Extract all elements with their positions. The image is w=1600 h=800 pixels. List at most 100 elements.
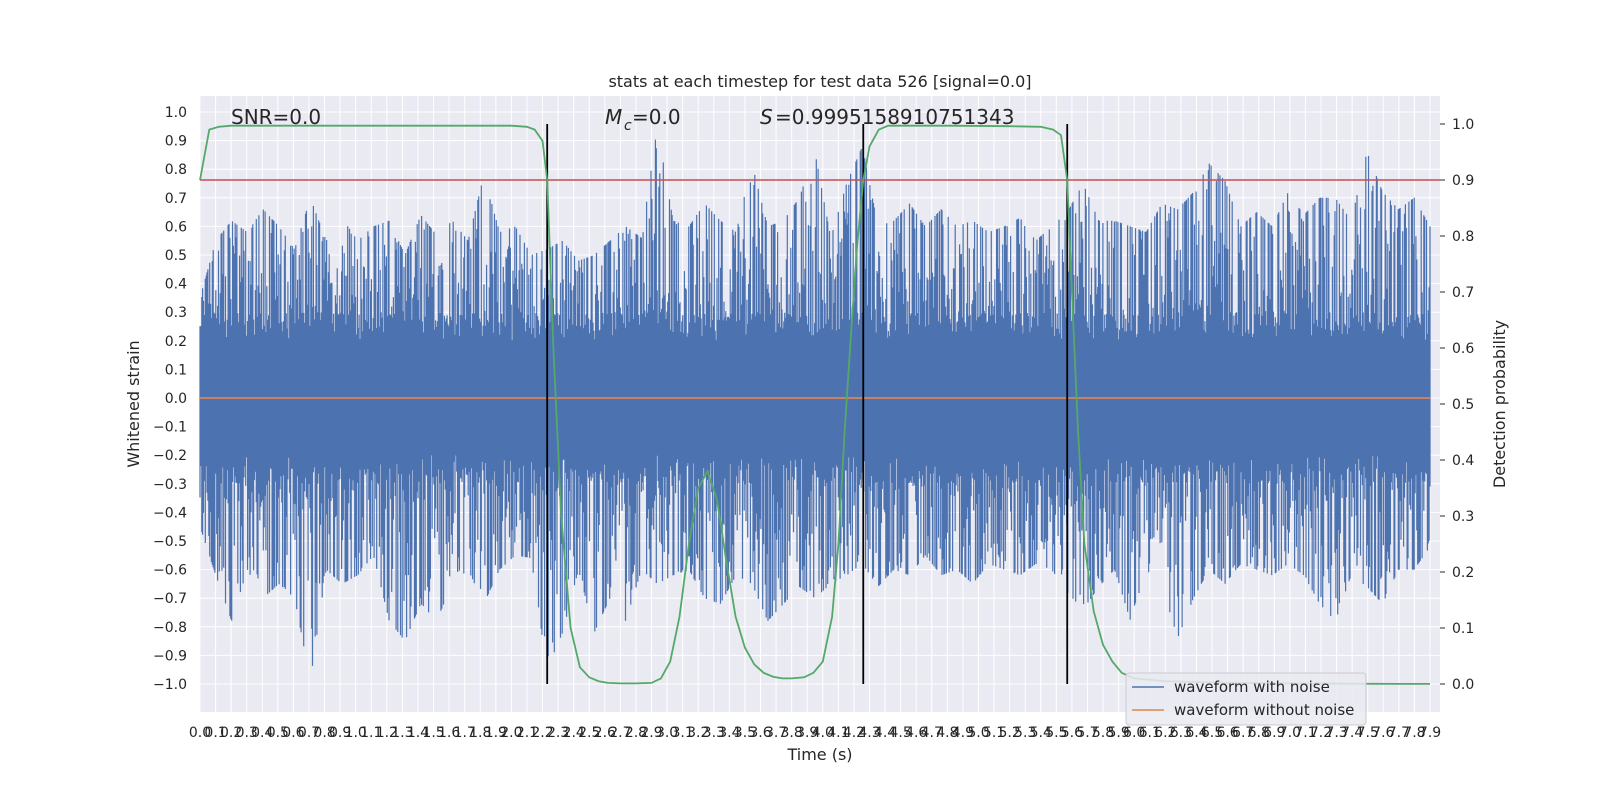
chart-title: stats at each timestep for test data 526… — [608, 72, 1031, 91]
x-tick-label: 6.3 — [1170, 725, 1192, 741]
x-tick-label: 7.6 — [1372, 725, 1394, 741]
x-tick-label: 4.8 — [936, 725, 958, 741]
x-tick-label: 5.1 — [983, 725, 1005, 741]
x-tick-label: 0.0 — [189, 725, 211, 741]
x-tick-label: 5.9 — [1107, 725, 1129, 741]
y-left-tick-label: −1.0 — [153, 677, 187, 693]
y-left-tick-label: 0.8 — [165, 162, 187, 178]
legend: waveform with noise waveform without noi… — [1125, 672, 1367, 726]
y-right-tick-label: 0.3 — [1452, 509, 1474, 525]
x-tick-label: 6.2 — [1154, 725, 1176, 741]
x-tick-label: 2.7 — [609, 725, 631, 741]
x-tick-label: 5.3 — [1014, 725, 1036, 741]
x-tick-label: 1.1 — [360, 725, 382, 741]
x-tick-label: 5.4 — [1030, 725, 1052, 741]
x-tick-label: 2.2 — [531, 725, 553, 741]
y-left-tick-label: 1.0 — [165, 105, 187, 121]
mc-annotation-symbol: M — [605, 105, 622, 129]
x-tick-label: 7.7 — [1388, 725, 1410, 741]
x-tick-label: 3.7 — [765, 725, 787, 741]
x-tick-label: 3.8 — [781, 725, 803, 741]
x-tick-label: 6.0 — [1123, 725, 1145, 741]
x-tick-label: 0.5 — [267, 725, 289, 741]
x-tick-label: 7.0 — [1279, 725, 1301, 741]
legend-label-clean: waveform without noise — [1174, 701, 1354, 719]
x-tick-label: 1.4 — [407, 725, 429, 741]
y-left-tick-label: −0.8 — [153, 620, 187, 636]
x-tick-label: 1.6 — [438, 725, 460, 741]
y-axis-label-right: Detection probability — [1490, 320, 1509, 488]
x-tick-label: 0.2 — [220, 725, 242, 741]
y-left-tick-label: 0.2 — [165, 334, 187, 350]
x-tick-label: 0.9 — [329, 725, 351, 741]
x-tick-label: 4.7 — [921, 725, 943, 741]
x-tick-label: 5.5 — [1045, 725, 1067, 741]
x-tick-label: 2.8 — [625, 725, 647, 741]
x-tick-label: 7.1 — [1294, 725, 1316, 741]
x-tick-label: 3.9 — [796, 725, 818, 741]
y-left-tick-label: 0.7 — [165, 191, 187, 207]
y-left-tick-label: −0.6 — [153, 563, 187, 579]
y-left-tick-label: 0.6 — [165, 219, 187, 235]
x-tick-label: 5.6 — [1061, 725, 1083, 741]
x-tick-label: 6.7 — [1232, 725, 1254, 741]
x-tick-label: 7.5 — [1357, 725, 1379, 741]
y-right-tick-label: 0.6 — [1452, 341, 1474, 357]
x-tick-label: 5.0 — [967, 725, 989, 741]
y-left-tick-label: 0.1 — [165, 362, 187, 378]
x-tick-label: 3.2 — [687, 725, 709, 741]
y-left-tick-label: 0.0 — [165, 391, 187, 407]
y-left-tick-label: −0.5 — [153, 534, 187, 550]
x-tick-labels: 0.00.10.20.30.40.50.60.70.80.91.01.11.21… — [189, 725, 1441, 741]
y-left-tick-label: 0.5 — [165, 248, 187, 264]
x-tick-label: 2.0 — [500, 725, 522, 741]
x-tick-label: 3.6 — [749, 725, 771, 741]
x-tick-label: 1.9 — [485, 725, 507, 741]
detection-probability-line — [199, 124, 1430, 685]
y-left-tick-label: 0.3 — [165, 305, 187, 321]
y-left-tick-label: −0.7 — [153, 591, 187, 607]
y-right-tick-label: 0.0 — [1452, 677, 1474, 693]
x-tick-label: 2.5 — [578, 725, 600, 741]
x-tick-label: 4.9 — [952, 725, 974, 741]
x-tick-label: 6.5 — [1201, 725, 1223, 741]
x-tick-label: 3.0 — [656, 725, 678, 741]
y-left-tick-labels: 1.0 0.9 0.8 0.7 0.6 0.5 0.4 0.3 0.2 0.1 0.0 −0.1 −0.… — [153, 105, 187, 693]
x-tick-label: 1.7 — [454, 725, 476, 741]
x-tick-label: 5.8 — [1092, 725, 1114, 741]
x-tick-label: 4.5 — [890, 725, 912, 741]
x-tick-label: 7.4 — [1341, 725, 1363, 741]
x-tick-label: 6.6 — [1216, 725, 1238, 741]
x-tick-label: 5.2 — [998, 725, 1020, 741]
x-tick-label: 1.5 — [422, 725, 444, 741]
x-tick-label: 0.3 — [236, 725, 258, 741]
y-left-tick-label: 0.9 — [165, 134, 187, 150]
x-tick-label: 3.3 — [703, 725, 725, 741]
y-right-tick-label: 0.2 — [1452, 565, 1474, 581]
x-tick-label: 3.1 — [672, 725, 694, 741]
snr-annotation: SNR=0.0 — [231, 105, 321, 129]
x-tick-label: 0.8 — [313, 725, 335, 741]
y-right-tick-label: 1.0 — [1452, 117, 1474, 133]
x-tick-label: 4.2 — [843, 725, 865, 741]
x-tick-label: 2.9 — [640, 725, 662, 741]
x-tick-label: 1.8 — [469, 725, 491, 741]
y-left-tick-label: −0.4 — [153, 505, 187, 521]
legend-box — [1125, 672, 1367, 726]
x-tick-label: 3.4 — [718, 725, 740, 741]
y-right-tick-label: 0.9 — [1452, 173, 1474, 189]
x-tick-label: 7.2 — [1310, 725, 1332, 741]
x-tick-label: 6.1 — [1139, 725, 1161, 741]
x-tick-label: 1.2 — [376, 725, 398, 741]
x-tick-label: 0.4 — [251, 725, 273, 741]
x-tick-label: 0.7 — [298, 725, 320, 741]
x-tick-label: 7.9 — [1419, 725, 1441, 741]
x-tick-label: 4.3 — [858, 725, 880, 741]
y-right-tick-label: 0.8 — [1452, 229, 1474, 245]
y-right-tick-label: 0.7 — [1452, 285, 1474, 301]
x-tick-label: 0.1 — [204, 725, 226, 741]
y-left-tick-label: −0.1 — [153, 420, 187, 436]
x-tick-label: 2.3 — [547, 725, 569, 741]
x-tick-label: 6.8 — [1248, 725, 1270, 741]
y-left-tick-label: 0.4 — [165, 277, 187, 293]
